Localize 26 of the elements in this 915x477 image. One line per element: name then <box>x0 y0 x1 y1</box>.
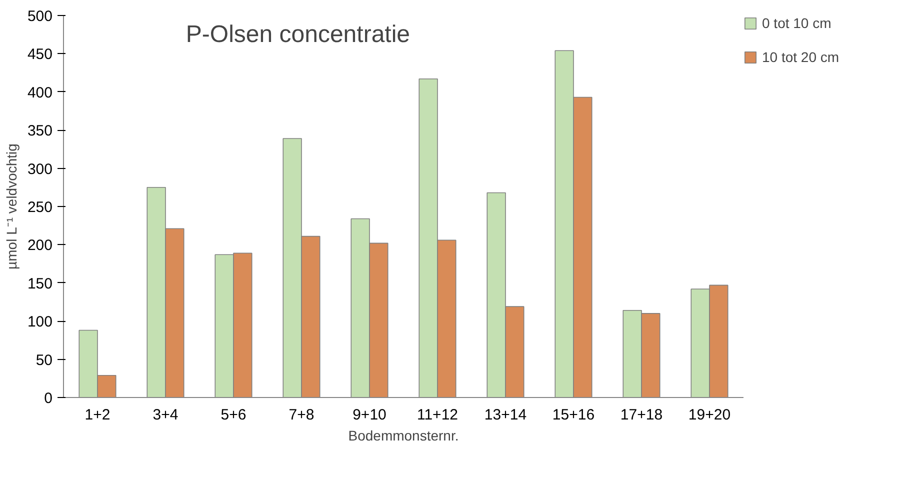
x-tick-label: 3+4 <box>152 406 178 424</box>
y-tick-label: 200 <box>27 237 53 254</box>
x-tick-label: 1+2 <box>84 406 110 424</box>
chart-title: P-Olsen concentratie <box>186 21 410 48</box>
y-tick-label: 400 <box>27 84 53 102</box>
y-tick-label: 450 <box>27 46 53 64</box>
y-axis-title: µmol L⁻¹ veldvochtig <box>3 144 20 270</box>
y-tick-label: 250 <box>27 199 53 216</box>
y-tick-label: 100 <box>27 314 53 331</box>
x-tick-label: 7+8 <box>288 406 314 424</box>
x-tick-label: 11+12 <box>416 406 458 424</box>
x-tick-label: 17+18 <box>620 406 663 424</box>
y-tick-label: 0 <box>44 390 52 407</box>
x-tick-label: 5+6 <box>220 406 246 424</box>
x-tick-label: 19+20 <box>688 406 731 424</box>
x-axis-title: Bodemmonsternr. <box>348 428 459 444</box>
y-tick-label: 500 <box>27 8 53 25</box>
y-tick-label: 300 <box>27 160 53 178</box>
y-tick-label: 50 <box>36 352 53 369</box>
y-tick-label: 350 <box>27 122 53 140</box>
x-tick-label: 9+10 <box>352 406 386 424</box>
legend-label: 0 tot 10 cm <box>762 15 832 31</box>
y-tick-label: 150 <box>27 275 53 292</box>
x-tick-label: 15+16 <box>552 406 595 424</box>
legend-label: 10 tot 20 cm <box>762 49 840 65</box>
x-tick-label: 13+14 <box>484 406 527 424</box>
